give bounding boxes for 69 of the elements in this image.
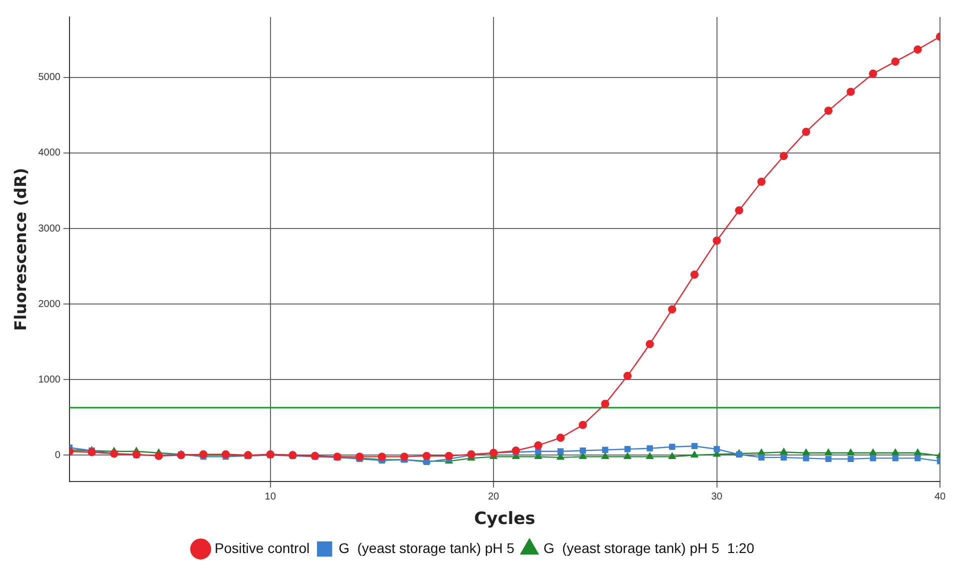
y-tick-label: 4000 bbox=[38, 148, 61, 159]
point bbox=[735, 206, 744, 214]
point bbox=[847, 448, 854, 456]
x-tick-label: 30 bbox=[711, 491, 723, 502]
point bbox=[601, 400, 610, 408]
point bbox=[757, 178, 766, 186]
point bbox=[623, 372, 632, 380]
point bbox=[824, 106, 832, 115]
y-axis-title: Fluorescence (dR) bbox=[10, 168, 30, 331]
point bbox=[535, 448, 542, 454]
point bbox=[914, 45, 922, 54]
point bbox=[88, 448, 96, 456]
y-tick-label: 0 bbox=[54, 450, 61, 461]
point bbox=[848, 456, 854, 462]
point bbox=[690, 451, 698, 458]
point bbox=[579, 452, 586, 460]
point bbox=[802, 128, 810, 136]
point bbox=[914, 455, 921, 462]
point bbox=[646, 340, 654, 348]
point bbox=[780, 448, 788, 454]
point bbox=[624, 446, 631, 452]
point bbox=[780, 152, 788, 160]
point bbox=[378, 452, 386, 461]
point bbox=[578, 420, 587, 430]
x-tick-label: 40 bbox=[934, 491, 946, 502]
point bbox=[646, 445, 653, 452]
legend-label: G (yeast storage tank) pH 5 1:20 bbox=[543, 540, 755, 556]
point bbox=[444, 452, 454, 460]
point bbox=[712, 236, 721, 245]
x-tick-label: 10 bbox=[264, 491, 276, 502]
point bbox=[825, 456, 832, 462]
x-tick-label: 20 bbox=[488, 491, 500, 502]
point bbox=[624, 452, 632, 460]
point bbox=[758, 454, 764, 460]
point bbox=[780, 454, 787, 460]
point bbox=[534, 441, 542, 450]
x-axis-title: Cycles bbox=[474, 509, 536, 530]
point bbox=[669, 444, 676, 450]
point bbox=[846, 88, 855, 96]
point bbox=[714, 446, 720, 452]
y-tick-label: 3000 bbox=[38, 223, 61, 234]
point bbox=[824, 448, 832, 456]
point bbox=[668, 452, 676, 460]
legend-label: G (yeast storage tank) pH 5 bbox=[338, 540, 515, 556]
point bbox=[802, 448, 810, 456]
point bbox=[602, 452, 609, 460]
point bbox=[580, 448, 586, 454]
legend-label: Positive control bbox=[214, 540, 310, 556]
point bbox=[646, 452, 654, 460]
point bbox=[602, 446, 608, 453]
point bbox=[914, 448, 922, 456]
point bbox=[869, 448, 877, 456]
point bbox=[556, 434, 565, 442]
y-tick-label: 2000 bbox=[38, 298, 61, 310]
point bbox=[892, 455, 898, 462]
y-tick-label: 5000 bbox=[38, 72, 61, 84]
point bbox=[891, 57, 900, 66]
point bbox=[512, 446, 520, 455]
point bbox=[690, 270, 699, 279]
point bbox=[668, 305, 676, 314]
point bbox=[422, 452, 431, 460]
point bbox=[691, 443, 698, 450]
point bbox=[736, 451, 742, 458]
point bbox=[802, 455, 810, 462]
point bbox=[892, 448, 899, 456]
point bbox=[870, 455, 876, 462]
point bbox=[557, 448, 564, 454]
y-tick-label: 1000 bbox=[38, 374, 61, 386]
point bbox=[868, 70, 878, 78]
